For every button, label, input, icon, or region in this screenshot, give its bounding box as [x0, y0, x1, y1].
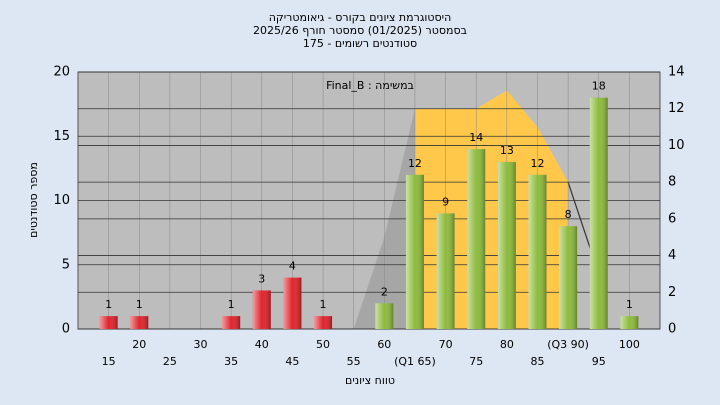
- y-tick-label: 5: [62, 257, 70, 272]
- x-tick-label: 95: [592, 355, 606, 368]
- y2-tick-label: 4: [668, 248, 676, 263]
- y2-tick-label: 0: [668, 322, 676, 337]
- bar-shade: [620, 316, 639, 329]
- data-label: 12: [408, 157, 422, 170]
- bar-shade: [436, 213, 455, 329]
- bar-shade: [375, 303, 394, 329]
- y2-tick-label: 14: [668, 65, 685, 80]
- x-tick-label: 55: [347, 355, 361, 368]
- y2-tick-label: 2: [668, 285, 676, 300]
- data-label: 1: [105, 298, 112, 311]
- bar-shade: [283, 277, 302, 329]
- data-label: 13: [500, 144, 514, 157]
- data-label: 4: [289, 260, 296, 273]
- title-line: סטודנטים רשומים - 175: [303, 37, 417, 50]
- bar-shade: [589, 97, 608, 329]
- x-tick-label: 20: [132, 338, 146, 351]
- y2-tick-label: 10: [668, 138, 685, 153]
- y-tick-label: 10: [53, 193, 70, 208]
- x-tick-label: 35: [224, 355, 238, 368]
- x-tick-label: (Q3 90): [547, 338, 589, 351]
- x-tick-label: (Q1 65): [394, 355, 436, 368]
- overlay-area: [353, 108, 415, 329]
- bar-shade: [405, 174, 424, 329]
- x-tick-label: 75: [469, 355, 483, 368]
- y-tick-label: 15: [53, 129, 70, 144]
- y2-tick-label: 8: [668, 175, 676, 190]
- bar-shade: [314, 316, 333, 329]
- bar-shade: [528, 174, 547, 329]
- x-tick-label: 40: [255, 338, 269, 351]
- x-tick-label: 60: [377, 338, 391, 351]
- x-tick-label: 85: [530, 355, 544, 368]
- x-tick-label: 45: [285, 355, 299, 368]
- data-label: 12: [530, 157, 544, 170]
- x-tick-label: 15: [102, 355, 116, 368]
- data-label: 2: [381, 285, 388, 298]
- data-label: 1: [228, 298, 235, 311]
- title-line: היסטוגרמת ציונים בקורס - גיאומטריקה: [269, 11, 452, 24]
- x-tick-label: 25: [163, 355, 177, 368]
- x-tick-label: 80: [500, 338, 514, 351]
- data-label: 9: [442, 195, 449, 208]
- bar-shade: [559, 226, 578, 329]
- data-label: 8: [565, 208, 572, 221]
- y-tick-label: 0: [62, 322, 70, 337]
- bar-shade: [99, 316, 118, 329]
- bar-shade: [130, 316, 149, 329]
- x-tick-label: 70: [439, 338, 453, 351]
- x-tick-label: 50: [316, 338, 330, 351]
- data-label: 1: [320, 298, 327, 311]
- x-tick-label: 30: [194, 338, 208, 351]
- data-label: 18: [592, 80, 606, 93]
- data-label: 14: [469, 131, 483, 144]
- annotation: Final_B : במשימה: [326, 79, 414, 92]
- x-axis-label: טווח ציונים: [345, 374, 395, 387]
- bar-shade: [222, 316, 241, 329]
- y2-tick-label: 12: [668, 101, 685, 116]
- title-line: בסמסטר (01/2025) סמסטר חורף 2025/26: [253, 24, 467, 37]
- data-label: 3: [258, 272, 265, 285]
- data-label: 1: [136, 298, 143, 311]
- bar-shade: [497, 161, 516, 329]
- y2-tick-label: 6: [668, 211, 676, 226]
- y-axis-label: מספר סטודנטים: [27, 162, 40, 238]
- y-tick-label: 20: [53, 65, 70, 80]
- x-tick-label: 100: [619, 338, 640, 351]
- bar-shade: [252, 290, 271, 329]
- bar-shade: [467, 149, 486, 329]
- data-label: 1: [626, 298, 633, 311]
